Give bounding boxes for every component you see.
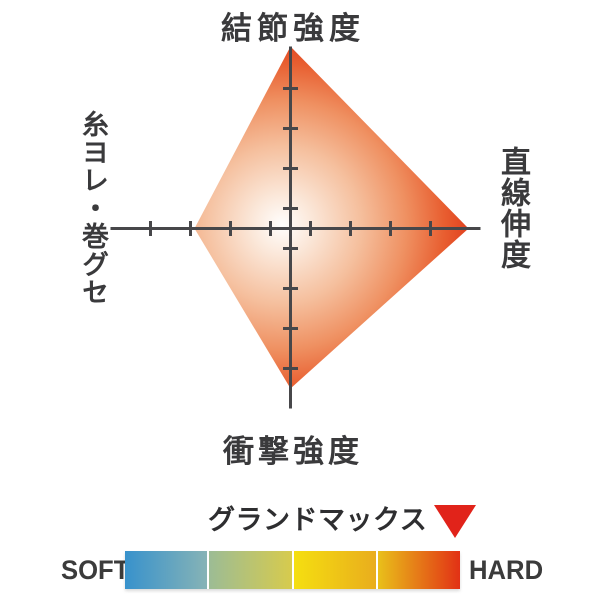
radar-chart-canvas [110,46,481,409]
soft-label: SOFT [61,555,130,585]
axis-label-line-twist: 糸ヨレ・巻グセ [78,110,108,306]
axis-label-knot-strength: 結節強度 [221,11,365,46]
red-triangle-down-icon [434,504,477,538]
gradient-bar-segment-4 [377,551,460,589]
series-legend: グランドマックス [208,502,477,538]
axis-label-impact-strength: 衝撃強度 [223,434,363,469]
axis-label-linear-elongation: 直線伸度 [496,146,529,270]
gradient-bar-segment-1 [125,551,208,589]
radar-data-polygon [194,46,469,389]
axis-lines-and-ticks [110,46,481,409]
gradient-bar-segment-2 [209,551,292,589]
gradient-bar-segment-3 [293,551,376,589]
hard-label: HARD [469,555,544,585]
soft-hard-gradient-bar [125,551,460,589]
series-label: グランドマックス [208,505,428,535]
